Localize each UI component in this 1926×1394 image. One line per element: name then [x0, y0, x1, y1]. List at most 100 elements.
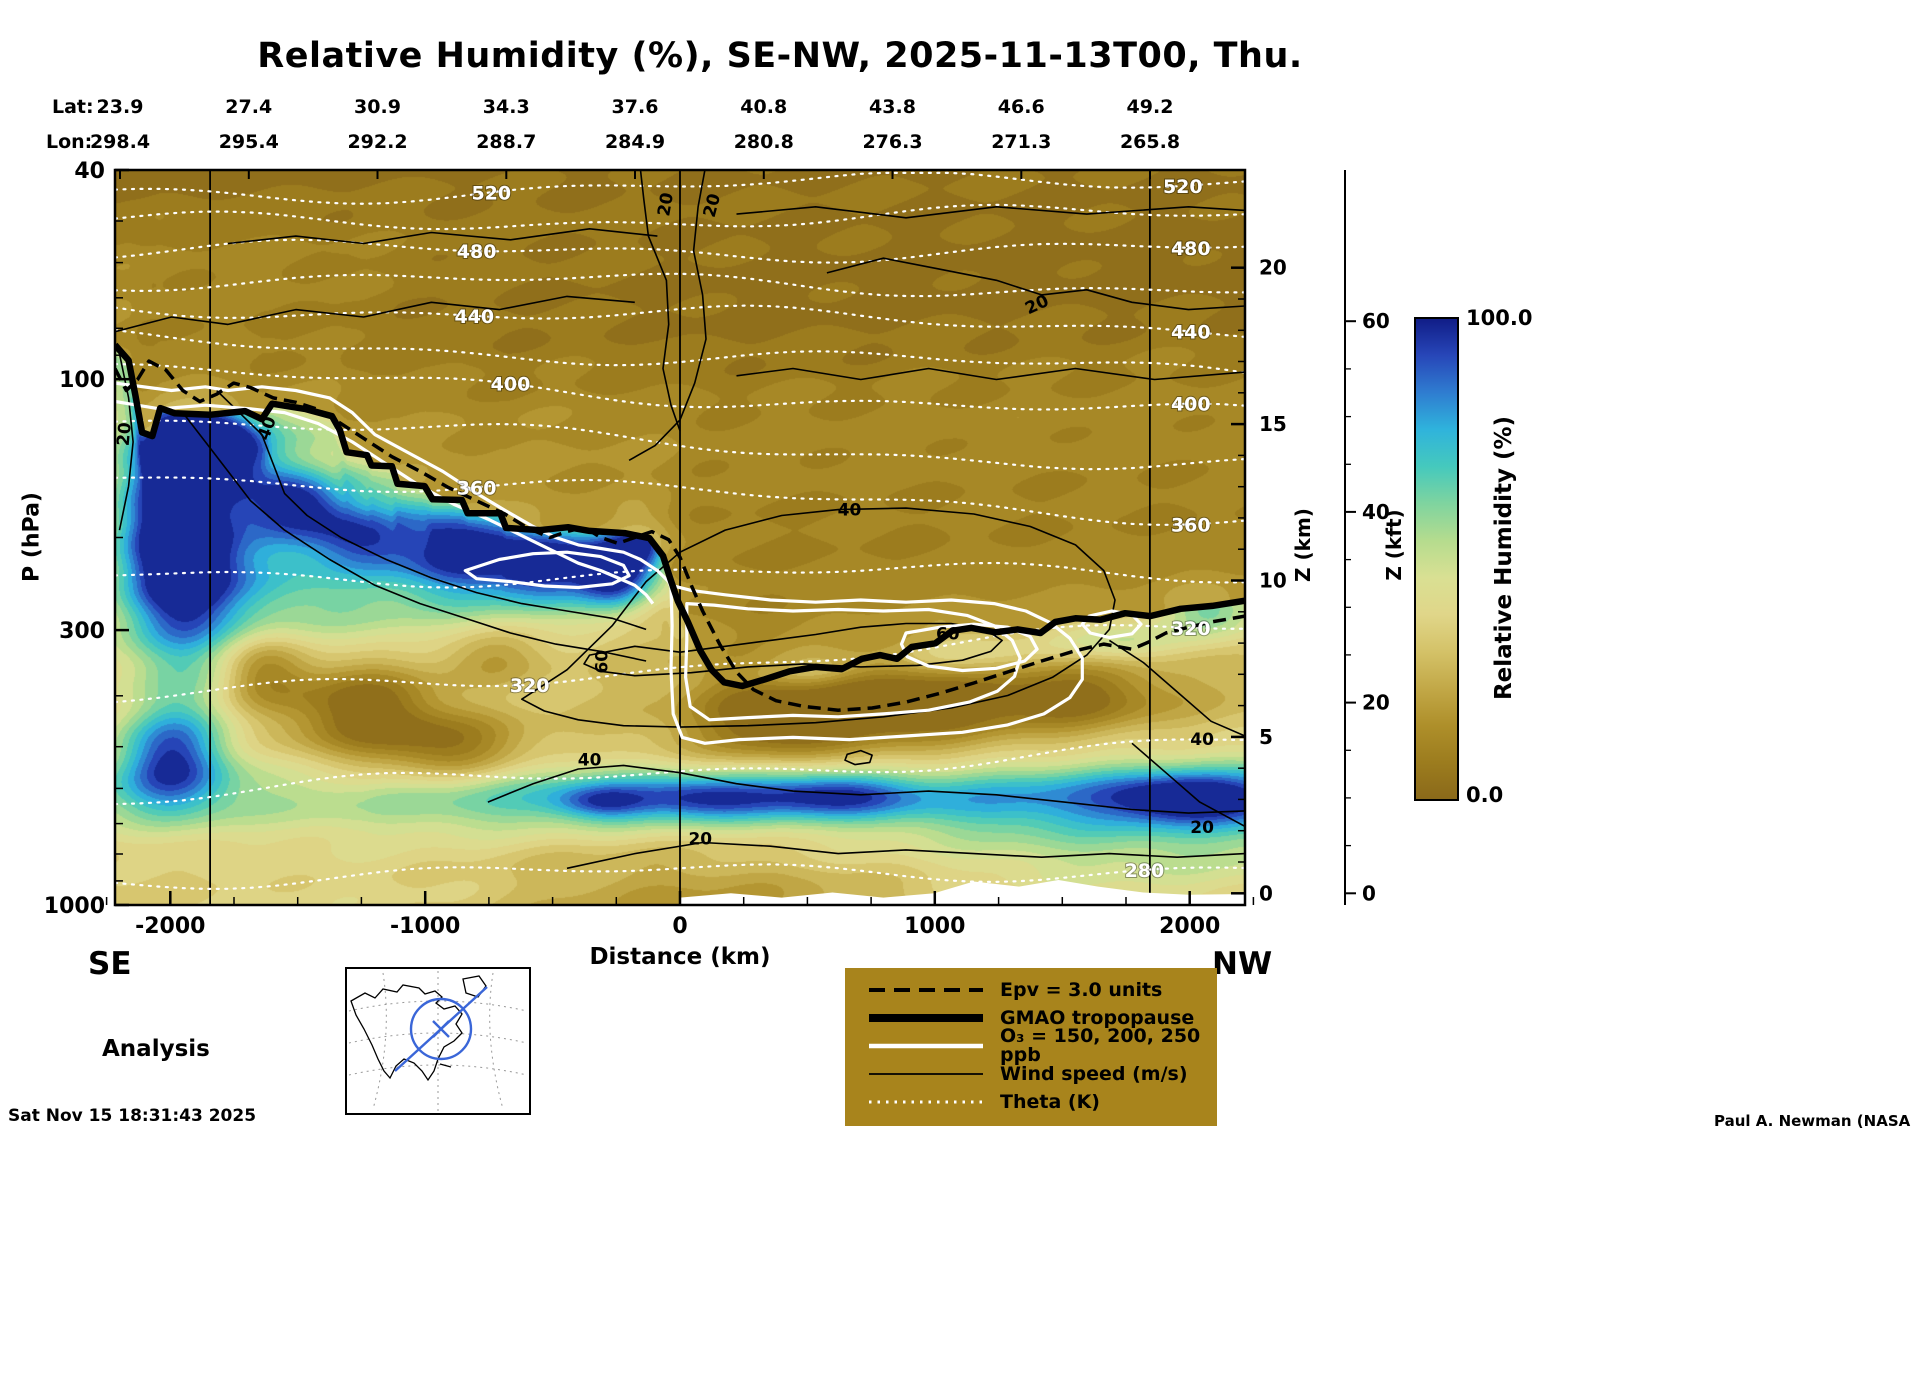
wind-contour [639, 170, 681, 432]
lat-value: 34.3 [482, 96, 530, 118]
zkm-tick-label: 0 [1259, 881, 1273, 905]
wind-contour [1108, 639, 1245, 737]
theta-contour-label: 360 [1171, 514, 1211, 536]
pressure-tick-label: 40 [74, 159, 105, 184]
ozone-contour [669, 583, 1084, 745]
wind-contour-label: 40 [838, 501, 862, 521]
zkm-tick-label: 20 [1259, 256, 1287, 280]
theta-contour [115, 419, 1245, 471]
lat-axis-caption: Lat: [52, 96, 94, 118]
lat-value: 37.6 [611, 96, 659, 118]
tropopause-line [115, 342, 1245, 690]
colorbar-max-label: 100.0 [1466, 306, 1533, 330]
theta-contour-label: 320 [1171, 618, 1211, 640]
lat-value: 43.8 [869, 96, 916, 118]
theta-contour [115, 363, 1245, 411]
theta-contour-label: 520 [471, 182, 511, 204]
theta-contour-label: 400 [1171, 394, 1211, 416]
lat-value: 46.6 [997, 96, 1045, 118]
pressure-tick-label: 1000 [44, 894, 105, 919]
legend: Epv = 3.0 units GMAO tropopause O₃ = 150, … [845, 968, 1217, 1126]
lat-value: 27.4 [225, 96, 273, 118]
lon-value: 288.7 [476, 131, 537, 153]
wind-contour [844, 749, 873, 766]
wind-contour-label: 40 [578, 750, 602, 770]
theta-contour [115, 623, 1245, 704]
lon-value: 280.8 [733, 131, 794, 153]
ozone-contour [115, 381, 675, 594]
pressure-tick-label: 100 [59, 368, 105, 393]
cross-section-marker [394, 986, 488, 1072]
legend-item: Wind speed (m/s) [845, 1060, 1217, 1088]
legend-item: Epv = 3.0 units [845, 976, 1217, 1004]
theta-contour [115, 738, 1245, 806]
x-tick-label: -2000 [135, 914, 205, 939]
wind-contour-label: 60 [936, 625, 960, 645]
lon-value: 292.2 [347, 131, 408, 153]
endpoint-nw-label: NW [1212, 946, 1273, 982]
theta-contour-label: 520 [1163, 176, 1203, 198]
wind-contour [826, 257, 1245, 311]
zkft-tick-label: 40 [1362, 500, 1390, 524]
x-tick-label: -1000 [390, 914, 460, 939]
legend-line-sample [869, 1073, 983, 1075]
theta-contour-label: 400 [491, 374, 531, 396]
legend-line-sample [869, 1043, 983, 1049]
epv-line [115, 359, 1245, 712]
wind-contour-label: 60 [593, 650, 613, 674]
wind-contour [521, 507, 1116, 728]
theta-contour [115, 171, 1245, 205]
location-inset-map [345, 967, 531, 1115]
wind-contour-label: 20 [1190, 818, 1214, 838]
wind-contour-label: 20 [114, 421, 136, 446]
wind-contour [487, 764, 1245, 814]
lon-axis-caption: Lon: [46, 131, 93, 153]
colorbar [1414, 317, 1459, 801]
lat-value: 49.2 [1126, 96, 1174, 118]
ozone-contour [115, 399, 655, 605]
theta-contour [115, 476, 1245, 526]
wind-contour [566, 841, 1245, 870]
legend-item-label: O₃ = 150, 200, 250 ppb [1000, 1025, 1201, 1066]
wind-contour-label: 20 [688, 830, 712, 850]
legend-line-sample [869, 988, 983, 992]
legend-item-label: Wind speed (m/s) [1000, 1062, 1188, 1085]
wind-contour [216, 389, 647, 631]
lat-value: 23.9 [96, 96, 144, 118]
theta-contour [115, 304, 1245, 338]
theta-contour [115, 203, 1245, 231]
legend-item: GMAO tropopause [845, 1004, 1217, 1032]
colorbar-label: Relative Humidity (%) [1491, 415, 1517, 701]
ozone-contour [899, 622, 1039, 673]
theta-contour [115, 329, 1245, 374]
ozone-contour [463, 550, 631, 590]
theta-contour [115, 863, 1245, 891]
legend-item-label: GMAO tropopause [1000, 1006, 1195, 1029]
theta-contour [115, 561, 1245, 589]
lon-value: 271.3 [991, 131, 1052, 153]
wind-contour [736, 206, 1245, 219]
lat-value: 40.8 [740, 96, 788, 118]
wind-contour [736, 367, 1245, 381]
wind-contour [227, 228, 658, 245]
lon-value: 265.8 [1119, 131, 1181, 153]
theta-contour-label: 480 [1171, 238, 1211, 260]
pressure-axis-label: P (hPa) [19, 492, 45, 582]
legend-item: O₃ = 150, 200, 250 ppb [845, 1027, 1217, 1065]
wind-contour [628, 170, 707, 461]
wind-contour [1131, 742, 1245, 828]
lat-value: 30.9 [354, 96, 401, 118]
ozone-contour [684, 602, 1022, 722]
zkft-tick-label: 0 [1362, 881, 1376, 905]
zkm-tick-label: 15 [1259, 412, 1287, 436]
surface-mask [680, 880, 1245, 905]
legend-item: Theta (K) [845, 1088, 1217, 1116]
inset-frame [345, 967, 531, 1115]
lon-value: 284.9 [604, 131, 666, 153]
theta-contour-label: 320 [510, 675, 550, 697]
analysis-label: Analysis [102, 1036, 210, 1062]
zkft-tick-label: 60 [1362, 309, 1390, 333]
x-tick-label: 2000 [1159, 914, 1220, 939]
wind-contour-label: 20 [700, 191, 725, 219]
